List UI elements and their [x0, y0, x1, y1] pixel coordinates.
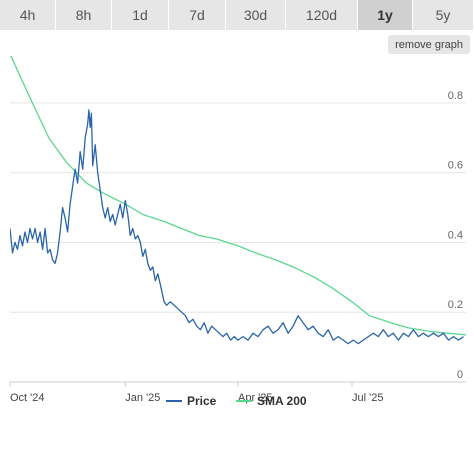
y-tick-label: 0.8 [448, 90, 463, 102]
price-series-line [10, 109, 464, 345]
tab-7d[interactable]: 7d [169, 0, 226, 30]
tab-1d[interactable]: 1d [112, 0, 169, 30]
remove-graph-button[interactable]: remove graph [388, 35, 470, 54]
timeframe-tabs: 4h 8h 1d 7d 30d 120d 1y 5y [0, 0, 474, 30]
y-tick-label: 0.2 [448, 299, 463, 311]
x-tick-label: Jan '25 [125, 392, 160, 404]
tab-120d[interactable]: 120d [286, 0, 358, 30]
y-tick-label: 0.4 [448, 229, 463, 241]
x-tick-label: Oct '24 [10, 392, 45, 404]
tab-8h[interactable]: 8h [56, 0, 112, 30]
tab-1y[interactable]: 1y [358, 0, 413, 30]
tab-4h[interactable]: 4h [0, 0, 56, 30]
legend-label: SMA 200 [257, 394, 307, 408]
tab-5y[interactable]: 5y [413, 0, 474, 30]
y-tick-label: 0 [457, 369, 463, 381]
legend-label: Price [187, 394, 217, 408]
tab-30d[interactable]: 30d [226, 0, 286, 30]
x-tick-label: Jul '25 [352, 392, 383, 404]
sma-200-series-line [10, 56, 466, 336]
y-tick-label: 0.6 [448, 160, 463, 172]
